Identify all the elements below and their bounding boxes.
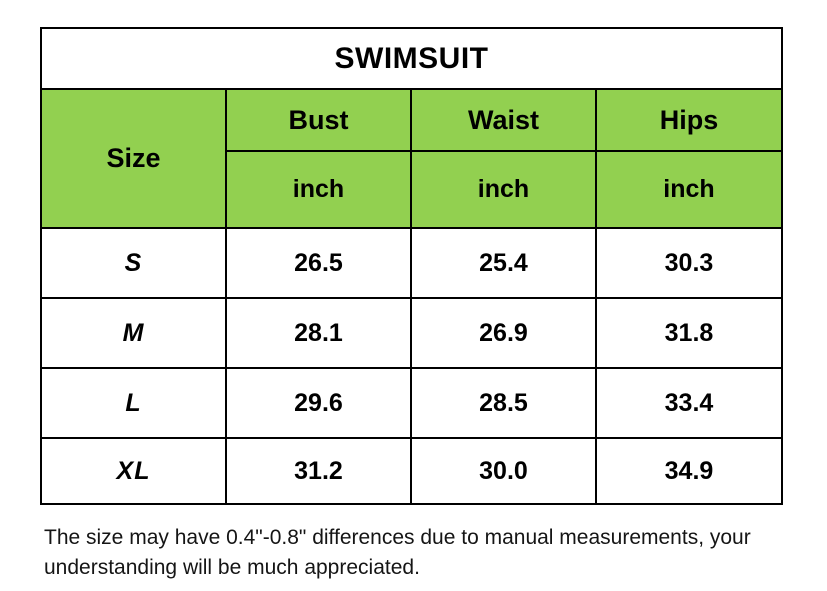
col-header-bust: Bust <box>225 88 412 152</box>
size-chart-table: SWIMSUIT Size Bust Waist Hips inch inch … <box>40 27 783 505</box>
value-cell: 26.5 <box>225 227 412 299</box>
size-column-header: Size <box>40 88 227 229</box>
value-cell: 28.1 <box>225 297 412 369</box>
table-row: XL 31.2 30.0 34.9 <box>40 437 783 505</box>
value-cell: 34.9 <box>595 437 783 505</box>
table-row: S 26.5 25.4 30.3 <box>40 227 783 299</box>
unit-cell-hips: inch <box>595 150 783 229</box>
unit-cell-waist: inch <box>410 150 597 229</box>
value-cell: 30.3 <box>595 227 783 299</box>
table-row: M 28.1 26.9 31.8 <box>40 297 783 369</box>
value-cell: 33.4 <box>595 367 783 439</box>
footer-note: The size may have 0.4"-0.8" differences … <box>44 526 751 579</box>
col-header-hips: Hips <box>595 88 783 152</box>
chart-title: SWIMSUIT <box>40 27 783 90</box>
value-cell: 31.2 <box>225 437 412 505</box>
col-header-waist: Waist <box>410 88 597 152</box>
value-cell: 29.6 <box>225 367 412 439</box>
unit-cell-bust: inch <box>225 150 412 229</box>
size-cell-l: L <box>40 367 227 439</box>
size-cell-s: S <box>40 227 227 299</box>
value-cell: 28.5 <box>410 367 597 439</box>
size-cell-m: M <box>40 297 227 369</box>
value-cell: 25.4 <box>410 227 597 299</box>
size-cell-xl: XL <box>40 437 227 505</box>
table-row: L 29.6 28.5 33.4 <box>40 367 783 439</box>
value-cell: 30.0 <box>410 437 597 505</box>
value-cell: 26.9 <box>410 297 597 369</box>
value-cell: 31.8 <box>595 297 783 369</box>
